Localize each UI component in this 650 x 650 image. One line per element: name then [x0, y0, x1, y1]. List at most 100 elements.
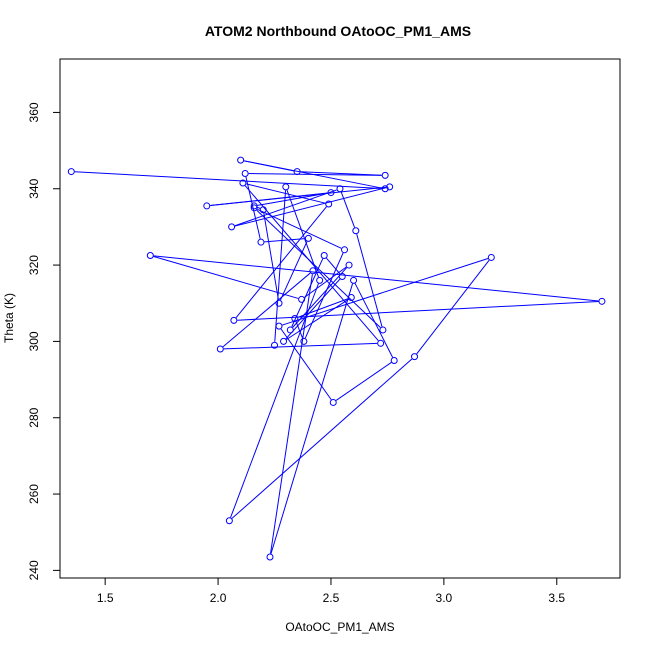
- series-segment: [264, 238, 305, 243]
- x-tick-label: 3.0: [436, 591, 453, 605]
- series-segment: [257, 192, 328, 206]
- series-segment: [354, 283, 394, 358]
- series-segment: [263, 213, 279, 300]
- y-tick-label: 320: [27, 255, 41, 275]
- x-tick-label: 2.0: [210, 591, 227, 605]
- data-point: [336, 185, 344, 193]
- series-segment: [230, 283, 319, 518]
- x-tick-label: 1.5: [97, 591, 114, 605]
- data-point: [225, 517, 233, 525]
- data-point: [341, 246, 349, 254]
- data-point: [280, 337, 288, 345]
- data-point: [300, 337, 308, 345]
- series-segment: [416, 259, 490, 355]
- series-segment: [300, 171, 382, 176]
- data-point: [257, 238, 265, 246]
- data-point: [291, 315, 299, 322]
- data-point: [67, 168, 75, 176]
- series-segment: [304, 266, 347, 298]
- series-segment: [223, 342, 378, 350]
- data-point: [350, 276, 358, 284]
- series-segment: [222, 272, 311, 348]
- series-segment: [282, 258, 489, 326]
- data-point: [239, 179, 247, 187]
- series-segment: [340, 191, 356, 228]
- x-axis: 1.5 2.0 2.5 3.0 3.5: [97, 577, 565, 605]
- series-segment: [274, 190, 287, 342]
- y-tick-label: 300: [27, 331, 41, 351]
- data-point: [275, 322, 283, 330]
- series-segment: [257, 206, 261, 209]
- y-tick-label: 280: [27, 407, 41, 427]
- data-point: [411, 353, 419, 361]
- data-point: [390, 356, 398, 364]
- data-point: [282, 183, 290, 191]
- y-tick-label: 340: [27, 178, 41, 198]
- series-segment: [270, 274, 313, 554]
- series-segment: [304, 252, 344, 339]
- data-point: [237, 156, 245, 164]
- series-segment: [245, 176, 261, 239]
- series-segment: [335, 362, 392, 401]
- data-point: [293, 168, 301, 176]
- series-segment: [286, 189, 319, 278]
- data-point: [487, 253, 495, 261]
- data-point: [309, 267, 317, 275]
- series-segment: [285, 278, 341, 340]
- x-tick-label: 3.5: [548, 591, 565, 605]
- series-segment: [234, 187, 387, 227]
- data-point: [203, 202, 211, 210]
- data-point: [241, 169, 249, 177]
- data-point: [146, 252, 154, 260]
- series-segment: [231, 358, 413, 519]
- data-point: [216, 345, 224, 353]
- data-point: [352, 227, 360, 235]
- data-point: [250, 204, 258, 212]
- data-point: [298, 295, 306, 303]
- data-point: [347, 294, 355, 302]
- series-segment: [286, 298, 349, 340]
- y-axis: 240 260 280 300 320 340 360: [27, 102, 61, 580]
- series-segment: [153, 255, 599, 302]
- data-point: [381, 171, 389, 179]
- data-point: [379, 326, 387, 334]
- series-segment: [248, 173, 382, 176]
- data-point: [316, 276, 324, 284]
- series-segment: [292, 267, 348, 328]
- data-point: [327, 189, 335, 197]
- data-series: [67, 156, 606, 561]
- y-axis-label: Theta (K): [2, 293, 16, 343]
- series-segment: [356, 233, 383, 327]
- data-point: [329, 398, 337, 406]
- y-tick-label: 360: [27, 102, 41, 122]
- data-point: [345, 261, 353, 269]
- data-point: [598, 297, 606, 305]
- y-tick-label: 260: [27, 484, 41, 504]
- series-segment: [295, 321, 304, 339]
- data-point: [377, 339, 385, 347]
- x-axis-label: OAtoOC_PM1_AMS: [285, 620, 394, 634]
- series-segment: [235, 206, 327, 319]
- data-point: [304, 234, 312, 242]
- series-segment: [280, 328, 332, 400]
- series-segment: [326, 257, 341, 275]
- series-segment: [243, 160, 294, 172]
- y-tick-label: 240: [27, 560, 41, 580]
- data-point: [259, 206, 267, 214]
- data-point: [381, 185, 389, 193]
- plot-frame: [59, 58, 621, 579]
- data-point: [286, 326, 294, 334]
- data-point: [228, 223, 236, 231]
- data-point: [271, 341, 279, 349]
- data-point: [338, 273, 346, 281]
- data-point: [250, 202, 258, 210]
- chart-title: ATOM2 Northbound OAtoOC_PM1_AMS: [205, 23, 471, 39]
- series-segment: [244, 185, 379, 341]
- data-point: [320, 252, 328, 260]
- series-segment: [74, 171, 382, 190]
- data-point: [275, 299, 283, 307]
- series-segment: [153, 256, 299, 299]
- series-segment: [234, 189, 337, 227]
- data-point: [230, 316, 238, 324]
